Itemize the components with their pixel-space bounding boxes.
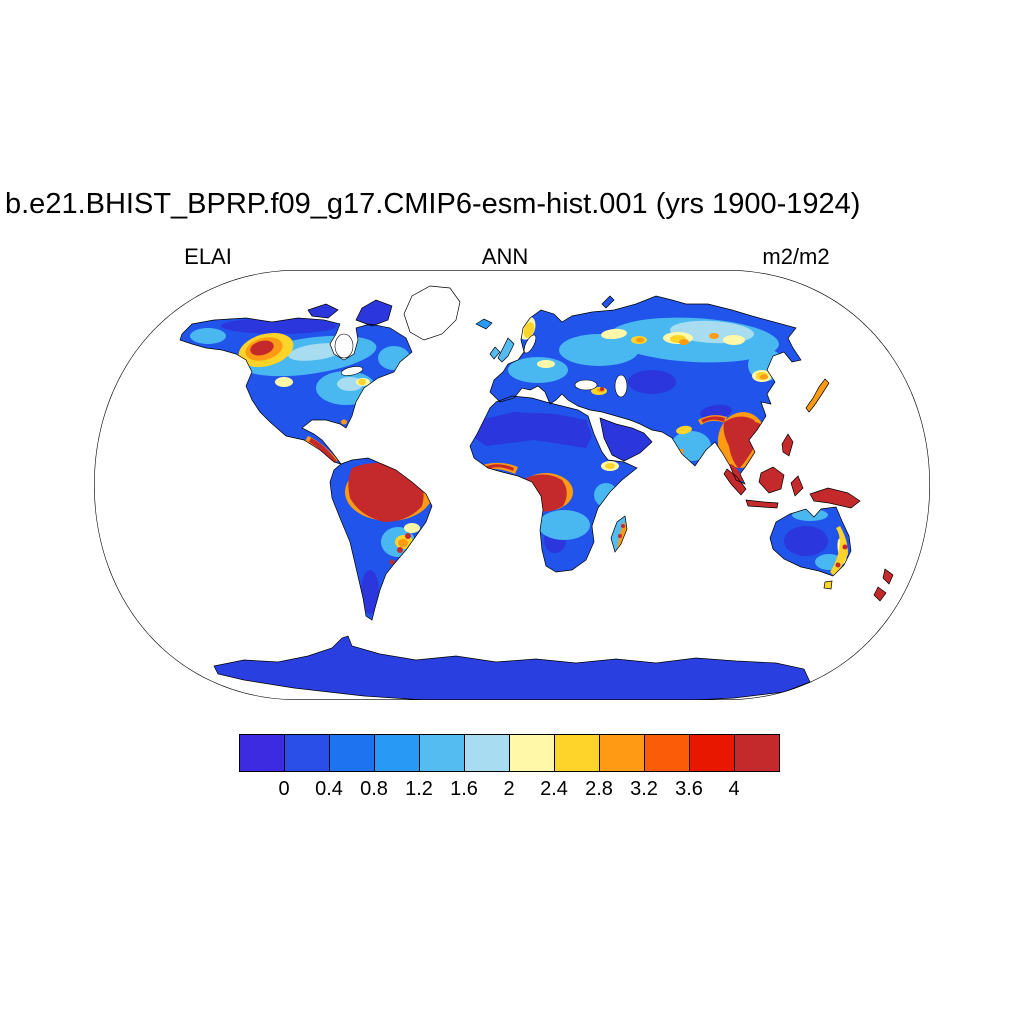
variable-label: ELAI bbox=[184, 244, 232, 269]
colorbar-tick-label: 0 bbox=[278, 778, 290, 800]
units-label: m2/m2 bbox=[762, 244, 830, 269]
colorbar-tick-label: 2 bbox=[503, 778, 515, 800]
colorbar-tick-label: 2.4 bbox=[540, 778, 568, 800]
colorbar-segment bbox=[464, 734, 510, 772]
colorbar-segment bbox=[419, 734, 465, 772]
black-sea bbox=[574, 379, 598, 391]
plot-title: b.e21.BHIST_BPRP.f09_g17.CMIP6-esm-hist.… bbox=[5, 188, 861, 220]
great-lakes bbox=[340, 366, 364, 376]
colorbar-segment bbox=[509, 734, 555, 772]
colorbar bbox=[239, 734, 793, 772]
colorbar-segment bbox=[284, 734, 330, 772]
season-label: ANN bbox=[481, 244, 529, 269]
colorbar-tick-label: 0.4 bbox=[315, 778, 343, 800]
colorbar-tick-label: 2.8 bbox=[585, 778, 613, 800]
caspian-sea bbox=[614, 374, 628, 398]
colorbar-segment bbox=[554, 734, 600, 772]
baltic-sea bbox=[523, 334, 537, 354]
colorbar-wrap: 0 0.4 0.8 1.2 1.6 2 2.4 2.8 3.2 3.6 4 bbox=[239, 734, 793, 804]
robinson-map-svg bbox=[94, 270, 930, 700]
colorbar-segment bbox=[734, 734, 780, 772]
map-clip-group bbox=[94, 270, 930, 700]
colorbar-segment bbox=[644, 734, 690, 772]
colorbar-segment bbox=[329, 734, 375, 772]
hudson-bay bbox=[334, 333, 354, 359]
lakes bbox=[334, 333, 628, 398]
colorbar-tick-label: 0.8 bbox=[360, 778, 388, 800]
colorbar-tick-label: 1.2 bbox=[405, 778, 433, 800]
colorbar-tick-label: 3.6 bbox=[675, 778, 703, 800]
colorbar-segment bbox=[599, 734, 645, 772]
colorbar-segment bbox=[239, 734, 285, 772]
colorbar-segment bbox=[374, 734, 420, 772]
colorbar-ticks: 0 0.4 0.8 1.2 1.6 2 2.4 2.8 3.2 3.6 4 bbox=[239, 772, 793, 800]
colorbar-tick-label: 4 bbox=[728, 778, 740, 800]
colorbar-tick-label: 1.6 bbox=[450, 778, 478, 800]
colorbar-segment bbox=[689, 734, 735, 772]
world-map bbox=[94, 270, 930, 700]
colorbar-tick-label: 3.2 bbox=[630, 778, 658, 800]
